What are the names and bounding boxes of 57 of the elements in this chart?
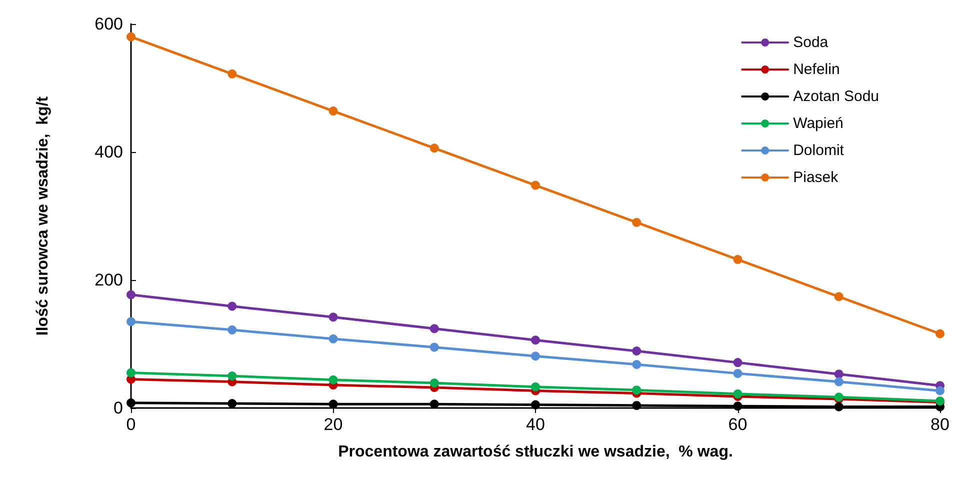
point bbox=[531, 336, 540, 345]
point bbox=[228, 69, 237, 78]
legend-label: Piasek bbox=[793, 169, 839, 186]
legend-label: Soda bbox=[793, 34, 829, 51]
point bbox=[632, 346, 642, 356]
point bbox=[126, 368, 136, 378]
x-tick-label: 40 bbox=[526, 415, 545, 434]
point bbox=[228, 302, 237, 311]
point bbox=[834, 370, 844, 379]
point bbox=[733, 358, 742, 368]
x-tick-label: 80 bbox=[930, 415, 950, 434]
point bbox=[834, 402, 844, 412]
point bbox=[632, 218, 642, 227]
legend-label: Wapień bbox=[793, 115, 844, 132]
point bbox=[733, 389, 742, 398]
legend-label: Dolomit bbox=[793, 142, 845, 159]
point bbox=[430, 400, 439, 409]
point bbox=[328, 400, 338, 409]
point bbox=[328, 334, 338, 344]
y-axis-title: Ilość surowca we wsadzie, kg/t bbox=[34, 96, 52, 336]
point bbox=[328, 312, 338, 322]
point bbox=[733, 402, 742, 411]
point bbox=[733, 368, 742, 378]
legend-label: Azotan Sodu bbox=[793, 88, 880, 105]
legend-label: Nefelin bbox=[793, 61, 840, 78]
point bbox=[430, 342, 439, 352]
point bbox=[228, 399, 237, 408]
point bbox=[328, 375, 338, 384]
point bbox=[228, 325, 237, 334]
point bbox=[632, 386, 642, 395]
point bbox=[936, 329, 944, 338]
point bbox=[430, 324, 439, 334]
x-tick-label: 20 bbox=[324, 415, 343, 434]
point bbox=[328, 106, 338, 116]
point bbox=[126, 290, 136, 300]
point bbox=[126, 317, 136, 326]
x-tick-label: 60 bbox=[728, 415, 748, 434]
point bbox=[834, 377, 844, 386]
point bbox=[531, 180, 540, 190]
y-tick-label: 600 bbox=[94, 14, 123, 34]
point bbox=[430, 144, 439, 153]
x-tick-label: 0 bbox=[126, 415, 136, 434]
x-axis-title: Procentowa zawartość stłuczki we wsadzie, % wag. bbox=[338, 444, 733, 460]
y-tick-label: 200 bbox=[94, 270, 123, 290]
point bbox=[834, 292, 844, 302]
point bbox=[531, 352, 540, 361]
point bbox=[936, 386, 944, 396]
y-tick-label: 400 bbox=[94, 142, 123, 162]
point bbox=[531, 400, 540, 410]
point bbox=[531, 382, 540, 392]
point bbox=[632, 360, 642, 369]
point bbox=[632, 400, 642, 410]
point bbox=[430, 378, 439, 388]
point bbox=[228, 372, 237, 380]
y-tick-label: 0 bbox=[114, 398, 123, 418]
point bbox=[733, 255, 742, 264]
point bbox=[126, 32, 136, 42]
